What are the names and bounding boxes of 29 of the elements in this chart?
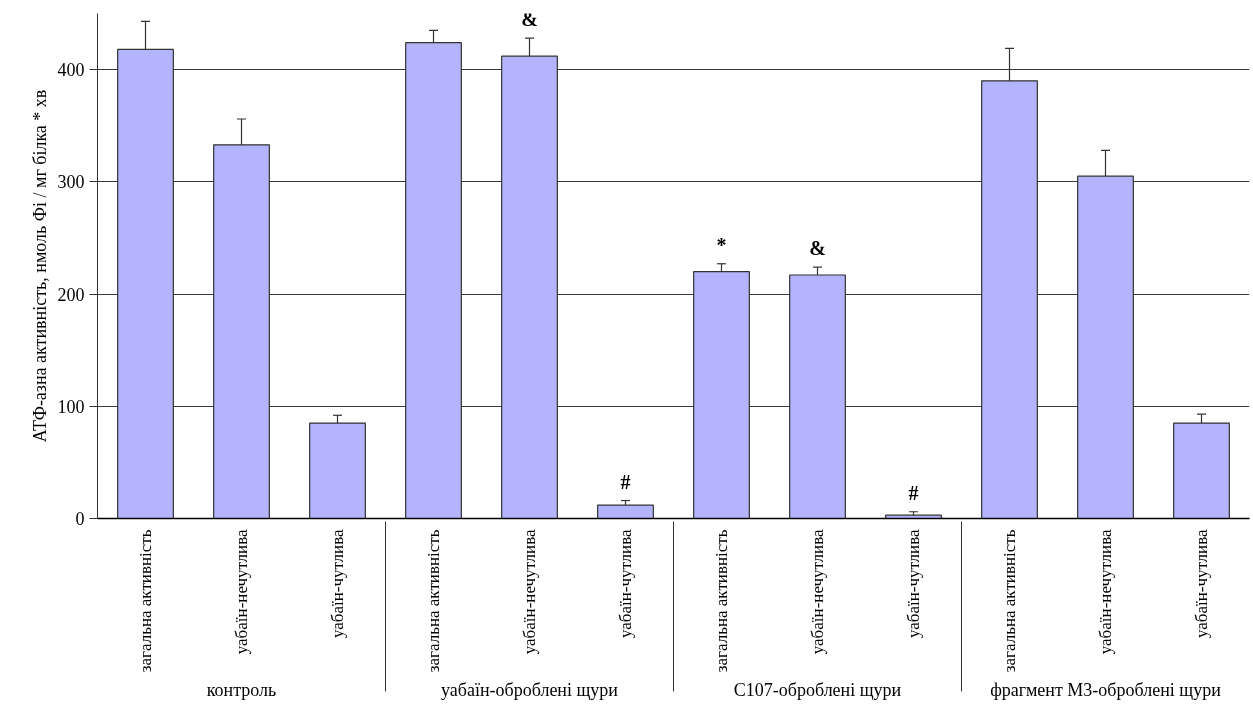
- x-tick-label: загальна активність: [712, 529, 731, 673]
- y-tick-label: 0: [75, 509, 85, 529]
- text: C107-оброблені щури: [733, 680, 902, 701]
- text: фрагмент M3-оброблені щури: [990, 680, 1222, 701]
- x-tick-label: уабаїн-нечутлива: [1096, 529, 1115, 655]
- bar: [885, 514, 942, 519]
- data-label: *: [716, 233, 727, 256]
- data-label: &: [521, 8, 538, 31]
- bar: [597, 504, 654, 519]
- y-tick-label: 200: [57, 284, 85, 305]
- x-tick-label: уабаїн-чутлива: [328, 529, 347, 638]
- x-tick-label: уабаїн-чутлива: [1192, 529, 1211, 638]
- x-tick-label: загальна активність: [424, 529, 443, 673]
- x-tick-label: уабаїн-нечутлива: [808, 529, 827, 655]
- y-tick-label: 400: [57, 60, 85, 81]
- x-tick-label: загальна активність: [1000, 529, 1019, 673]
- text: уабаїн-оброблені щури: [441, 680, 619, 701]
- data-label: &: [809, 237, 826, 260]
- data-label: #: [908, 481, 919, 504]
- y-tick-label: 100: [57, 396, 85, 417]
- y-tick-label: 300: [57, 172, 85, 193]
- x-tick-label: уабаїн-нечутлива: [520, 529, 539, 655]
- text: контроль: [206, 680, 277, 701]
- x-tick-label: загальна активність: [136, 529, 155, 673]
- x-tick-label: уабаїн-чутлива: [904, 529, 923, 638]
- x-tick-label: уабаїн-чутлива: [616, 529, 635, 638]
- y-axis-title: АТФ-азна активність, нмоль Фі / мг білка * хв: [29, 89, 50, 443]
- x-tick-label: уабаїн-нечутлива: [232, 529, 251, 655]
- data-label: #: [620, 470, 631, 493]
